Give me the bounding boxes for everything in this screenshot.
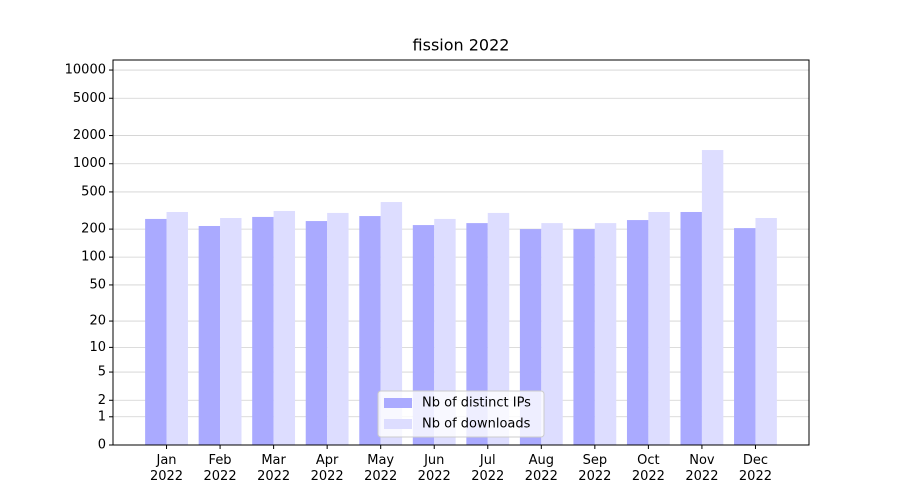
legend-swatch: [384, 419, 412, 429]
bar: [327, 212, 349, 445]
bar: [573, 229, 595, 445]
y-tick-label: 500: [81, 184, 106, 199]
plot-frame: [112, 59, 810, 446]
bar: [541, 223, 563, 445]
legend-label: Nb of downloads: [422, 417, 531, 432]
bar: [594, 223, 617, 445]
bar: [626, 220, 649, 445]
x-tick-label: Dec 2022: [738, 453, 772, 484]
x-tick-label: Oct 2022: [631, 453, 665, 484]
bar: [273, 210, 296, 445]
bar: [145, 218, 167, 445]
bar: [252, 216, 274, 445]
bar: [380, 202, 403, 445]
bar: [198, 225, 221, 445]
y-tick-label: 5000: [73, 91, 106, 106]
bar: [680, 211, 702, 445]
bar: [166, 211, 188, 445]
legend-label: Nb of distinct IPs: [422, 396, 531, 411]
bar: [412, 225, 435, 445]
legend-swatch: [384, 398, 412, 408]
y-tick-label: 2: [98, 393, 106, 408]
bar: [305, 221, 328, 445]
y-tick-label: 1: [98, 409, 106, 424]
y-tick-label: 100: [81, 250, 106, 265]
y-tick-label: 10000: [65, 63, 106, 78]
bar: [359, 216, 381, 445]
x-tick-label: Jul 2022: [471, 453, 505, 484]
bar: [487, 212, 510, 445]
y-tick-label: 2000: [73, 128, 106, 143]
bar: [434, 218, 456, 445]
bar: [755, 218, 777, 445]
legend-box: [377, 390, 545, 438]
x-tick-label: Mar 2022: [257, 453, 291, 484]
y-tick-label: 10: [89, 340, 106, 355]
bar: [734, 228, 756, 445]
x-tick-label: Nov 2022: [685, 453, 719, 484]
bar: [648, 211, 670, 445]
x-tick-label: Aug 2022: [524, 453, 558, 484]
x-tick-label: Jan 2022: [149, 453, 184, 484]
x-tick-label: Apr 2022: [310, 453, 344, 484]
y-tick-label: 5: [98, 365, 106, 380]
y-tick-label: 20: [89, 314, 106, 329]
x-tick-label: May 2022: [364, 453, 398, 484]
bar: [466, 223, 488, 445]
bar: [220, 218, 242, 445]
y-tick-label: 0: [98, 438, 106, 453]
x-tick-label: Jun 2022: [417, 453, 451, 484]
y-tick-label: 1000: [73, 156, 106, 171]
x-tick-label: Feb 2022: [203, 453, 237, 484]
y-tick-label: 50: [89, 277, 106, 292]
chart-title: fission 2022: [413, 36, 510, 55]
bar: [701, 150, 724, 446]
x-tick-label: Sep 2022: [578, 453, 612, 484]
y-tick-label: 200: [81, 222, 106, 237]
legend: Nb of distinct IPs Nb of downloads: [377, 390, 545, 438]
